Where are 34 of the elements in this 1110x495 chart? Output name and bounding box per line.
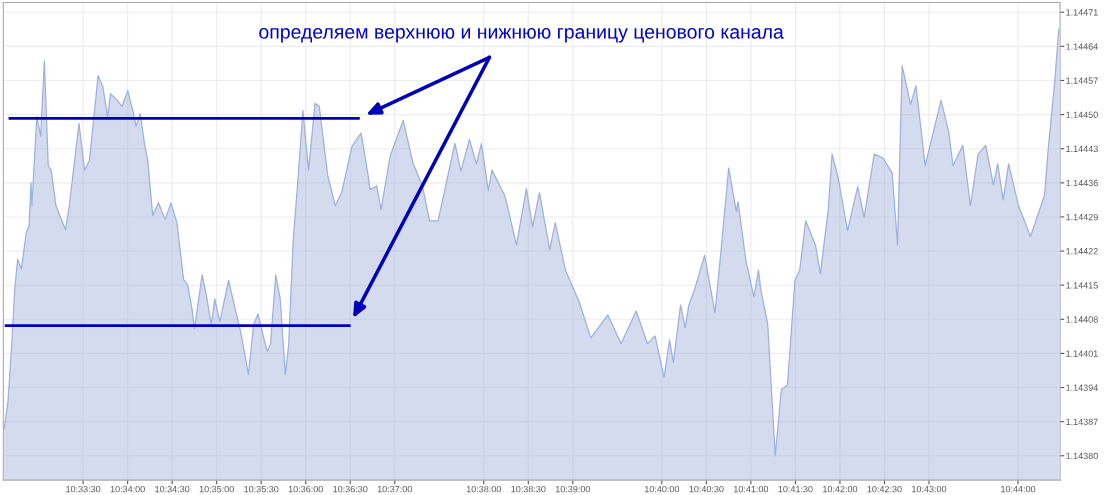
x-tick-label: 10:33:30 (66, 485, 101, 493)
y-tick-label: 1.14380 (1066, 452, 1098, 460)
annotation: определяем верхнюю и нижнюю границу ценового канала (259, 28, 784, 43)
y-tick-label: 1.14464 (1066, 43, 1098, 50)
y-tick-label: 1.14436 (1066, 179, 1098, 187)
y-tick-label: 1.14394 (1066, 384, 1098, 391)
x-tick-label: 10:34:00 (110, 485, 145, 493)
y-tick-label: 1.14450 (1066, 111, 1098, 118)
x-tick-label: 10:42:30 (867, 485, 902, 493)
y-tick-label: 1.14415 (1066, 282, 1098, 289)
x-tick-label: 10:42:00 (823, 485, 858, 493)
y-tick-label: 1.14471 (1066, 9, 1098, 16)
y-tick-label: 1.14443 (1066, 145, 1098, 153)
y-tick-label: 1.14401 (1066, 350, 1098, 357)
x-tick-label: 10:40:30 (689, 485, 724, 493)
x-tick-label: 10:37:00 (377, 485, 412, 493)
y-tick-label: 1.14387 (1066, 418, 1098, 426)
x-tick-label: 10:43:00 (912, 485, 947, 493)
x-tick-label: 10:36:00 (288, 485, 323, 493)
x-tick-label: 10:40:00 (644, 485, 680, 493)
x-tick-label: 10:38:00 (466, 485, 501, 493)
y-tick-label: 1.14408 (1066, 316, 1098, 323)
x-tick-label: 10:36:30 (333, 485, 368, 493)
x-tick-label: 10:44:00 (1001, 485, 1036, 493)
x-tick-label: 10:41:00 (734, 485, 769, 493)
y-tick-label: 1.14422 (1066, 248, 1098, 255)
x-tick-label: 10:41:30 (778, 485, 813, 493)
x-tick-label: 10:35:00 (199, 485, 234, 493)
y-tick-label: 1.14457 (1066, 77, 1098, 84)
y-tick-label: 1.14429 (1066, 213, 1098, 221)
x-tick-label: 10:34:30 (155, 485, 190, 493)
x-tick-label: 10:35:30 (244, 485, 279, 493)
x-tick-label: 10:38:30 (511, 485, 546, 493)
x-tick-label: 10:39:00 (555, 485, 591, 493)
